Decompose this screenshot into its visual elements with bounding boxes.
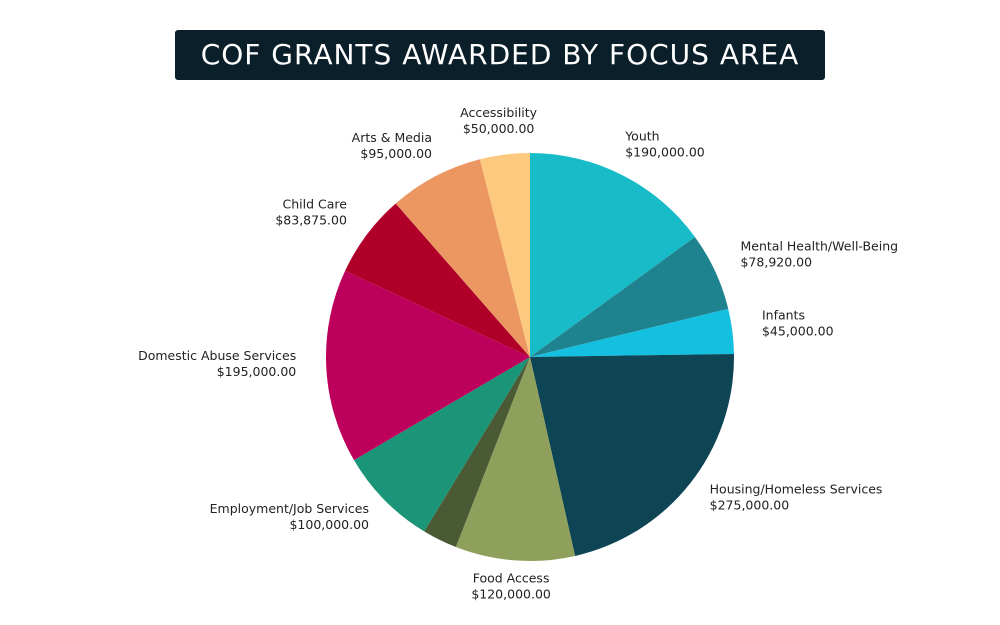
pie-slice: [345, 203, 530, 357]
pie-slice: [479, 153, 530, 357]
value-label: $190,000.00: [625, 144, 705, 159]
slice-label: Employment/Job Services: [210, 501, 369, 516]
pie-slice: [326, 270, 530, 461]
pie-slice: [530, 353, 734, 556]
value-label: $45,000.00: [762, 323, 834, 338]
value-label: $83,875.00: [275, 212, 347, 227]
value-label: $78,920.00: [740, 255, 812, 270]
pie-slice: [530, 308, 734, 357]
pie-slice: [530, 236, 729, 357]
slice-label: Mental Health/Well-Being: [740, 239, 898, 254]
slice-label: Domestic Abuse Services: [138, 348, 296, 363]
title-box: [175, 30, 825, 80]
value-label: $95,000.00: [360, 146, 432, 161]
pie-slice: [530, 153, 695, 357]
slice-label: Housing/Homeless Services: [710, 482, 883, 497]
slice-label: Child Care: [282, 196, 347, 211]
value-label: $120,000.00: [471, 586, 551, 601]
slice-label: Arts & Media: [352, 130, 432, 145]
pie-slice: [424, 357, 530, 548]
chart-title: COF GRANTS AWARDED BY FOCUS AREA: [201, 38, 800, 71]
value-label: $195,000.00: [217, 364, 297, 379]
slice-label: Accessibility: [460, 105, 538, 120]
slice-label: Youth: [624, 128, 659, 143]
pie-slice: [455, 357, 576, 561]
slice-label: Infants: [762, 307, 805, 322]
value-label: $100,000.00: [289, 517, 369, 532]
pie-slice: [353, 357, 530, 532]
slice-label: Food Access: [473, 570, 550, 585]
pie-slice: [395, 159, 530, 357]
value-label: $275,000.00: [710, 498, 790, 513]
value-label: $50,000.00: [463, 121, 535, 136]
